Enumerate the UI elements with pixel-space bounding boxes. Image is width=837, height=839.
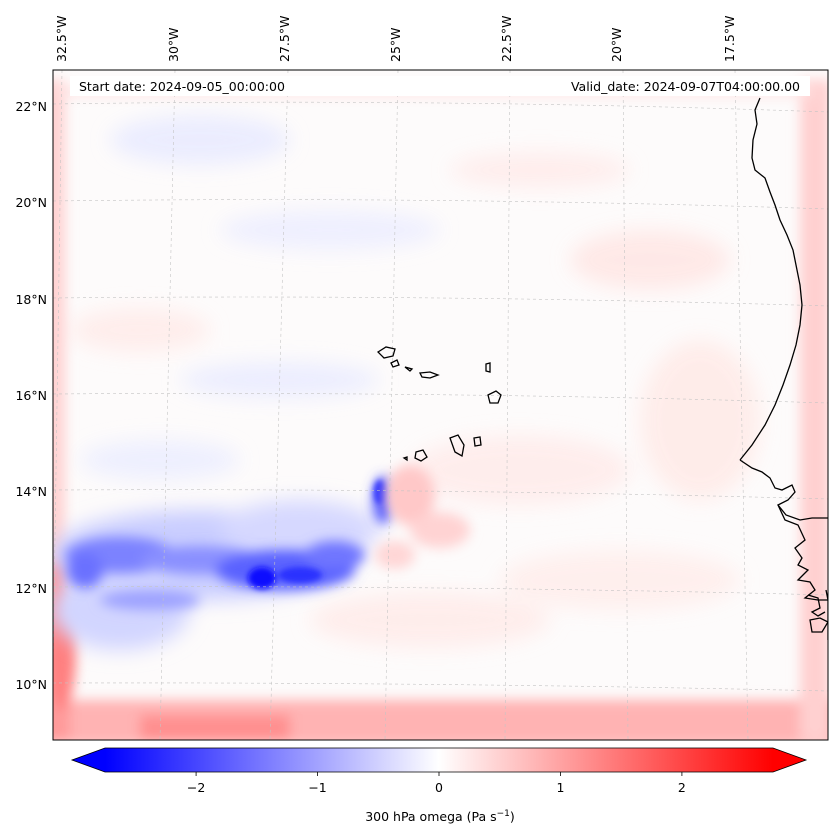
- island-maio: [473, 436, 482, 447]
- island-brava: [402, 456, 408, 462]
- colorbar-tick-label: 2: [678, 780, 686, 795]
- lat-label-5: 12°N: [15, 581, 47, 596]
- colorbar-extend-min: [72, 748, 105, 772]
- island-boa-vista: [487, 390, 502, 404]
- lon-label-6: 17.5°W: [722, 16, 737, 62]
- island-sao-nicolau-b: [418, 371, 440, 379]
- island-fogo: [414, 449, 428, 462]
- colorbar-label-end: ): [510, 809, 515, 824]
- lat-label-1: 20°N: [15, 195, 47, 210]
- map-panel: [53, 70, 828, 740]
- colorbar-tick-label: 0: [435, 780, 443, 795]
- island-sal: [485, 362, 491, 373]
- lat-label-6: 10°N: [15, 677, 47, 692]
- latitude-labels: 22°N 20°N 18°N 16°N 14°N 12°N 10°N: [15, 99, 47, 692]
- colorbar-label-sup: −1: [497, 809, 510, 819]
- colorbar-outline: [70, 747, 808, 773]
- cape-verde-islands: [376, 346, 502, 462]
- colorbar-gradient: [105, 748, 773, 772]
- lon-label-2: 27.5°W: [277, 16, 292, 62]
- island-santiago: [449, 434, 465, 458]
- map-frame: [52, 69, 829, 741]
- lat-label-0: 22°N: [15, 99, 47, 114]
- colorbar-extend-max: [773, 748, 806, 772]
- island-sao-nicolau: [404, 366, 414, 372]
- island-santo-antao: [376, 346, 396, 359]
- colorbar-tick-label: −1: [308, 780, 326, 795]
- lon-label-3: 25°W: [388, 27, 403, 62]
- lon-label-4: 22.5°W: [499, 16, 514, 62]
- valid-date-text: Valid_date: 2024-09-07T04:00:00.00: [571, 79, 800, 94]
- lon-label-0: 32.5°W: [54, 16, 69, 62]
- african-coastline: [739, 97, 828, 640]
- omega-background-texture: [70, 115, 760, 648]
- colorbar: −2 −1 0 1 2 300 hPa omega (Pa s−1): [70, 747, 808, 824]
- descent-patches: [375, 465, 470, 569]
- colorbar-ticks: −2 −1 0 1 2: [187, 772, 686, 795]
- gridlines: [53, 70, 828, 740]
- header-box: [70, 76, 810, 96]
- colorbar-label: 300 hPa omega (Pa s−1): [365, 809, 515, 824]
- colorbar-tick-label: −2: [187, 780, 205, 795]
- lat-label-4: 14°N: [15, 484, 47, 499]
- lat-label-2: 18°N: [15, 292, 47, 307]
- lat-label-3: 16°N: [15, 388, 47, 403]
- colorbar-label-main: 300 hPa omega (Pa s: [365, 809, 496, 824]
- colorbar-tick-label: 1: [556, 780, 564, 795]
- lon-label-5: 20°W: [609, 27, 624, 62]
- longitude-labels: 32.5°W 30°W 27.5°W 25°W 22.5°W 20°W 17.5…: [54, 16, 737, 62]
- start-date-text: Start date: 2024-09-05_00:00:00: [79, 79, 285, 94]
- island-sao-vicente: [390, 359, 400, 368]
- lon-label-1: 30°W: [166, 27, 181, 62]
